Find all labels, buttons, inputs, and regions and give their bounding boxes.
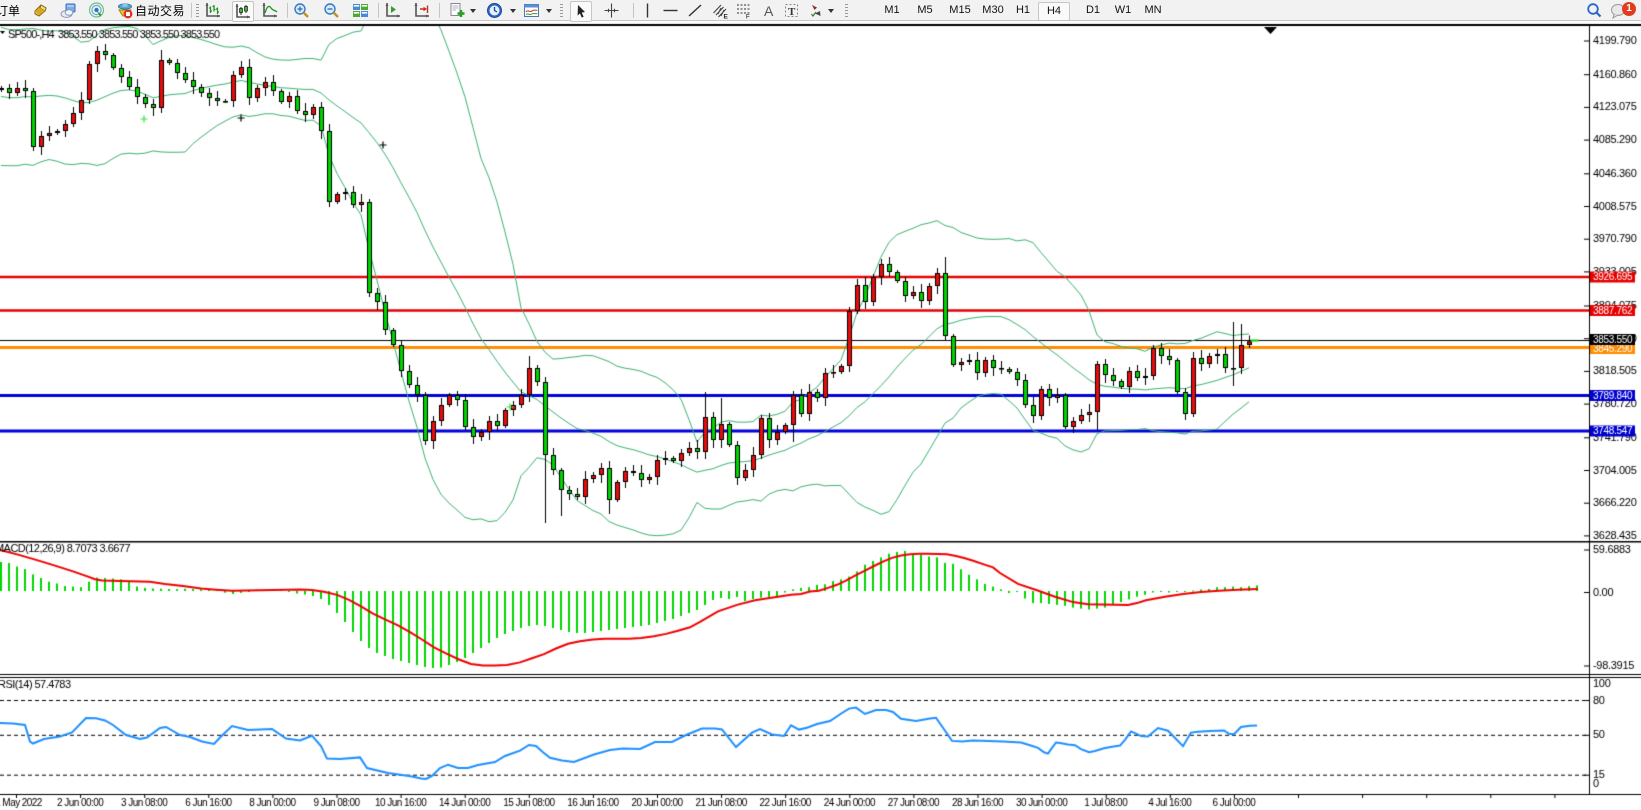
svg-text:A: A [764,3,774,19]
svg-text:E: E [723,14,728,20]
svg-text:F: F [746,15,750,20]
svg-text:T: T [788,6,796,18]
